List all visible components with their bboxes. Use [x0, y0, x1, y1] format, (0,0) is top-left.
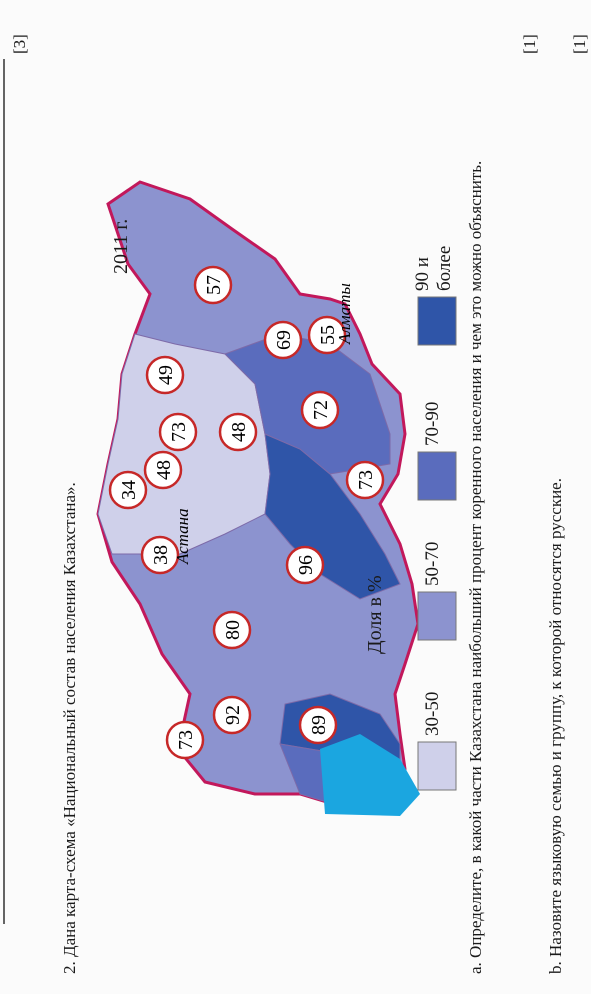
- region-value: 48: [153, 460, 175, 480]
- region-value: 73: [355, 470, 377, 490]
- score: [3]: [10, 34, 29, 54]
- region-badge: [285, 545, 325, 585]
- region-badge: [307, 315, 347, 355]
- legend-swatch: [417, 741, 457, 791]
- score: [1]: [570, 34, 589, 54]
- region-value: 80: [222, 620, 244, 640]
- region-badge: [108, 470, 148, 510]
- part-a: а. Определите, в какой части Казахстана …: [466, 160, 485, 974]
- map-year: 2011 г.: [110, 218, 132, 274]
- legend-label: 50-70: [422, 541, 443, 586]
- region-value: 49: [155, 365, 177, 385]
- region-badge: [263, 320, 303, 360]
- region-badge: [298, 705, 338, 745]
- legend-swatch: [417, 451, 457, 501]
- score: [1]: [520, 34, 539, 54]
- region-value: 55: [317, 325, 339, 345]
- region-badge: [158, 412, 198, 452]
- region-value: 89: [308, 715, 330, 735]
- city-label: Алматы: [335, 283, 354, 345]
- region-badge: [345, 460, 385, 500]
- legend-title: Доля в %: [364, 575, 386, 654]
- region-value: 34: [118, 480, 140, 500]
- region-value: 73: [168, 422, 190, 442]
- region-value: 69: [273, 330, 295, 350]
- region-value: 96: [295, 555, 317, 575]
- region-badge: [165, 720, 205, 760]
- part-b: b. Назовите языковую семью и группу, к к…: [546, 478, 565, 974]
- legend-label: 70-90: [422, 401, 443, 446]
- legend-label: 30-50: [422, 691, 443, 736]
- question-title: 2. Дана карта-схема «Национальный состав…: [60, 482, 79, 974]
- region-badge: [300, 390, 340, 430]
- region-badge: [145, 355, 185, 395]
- city-label: Астана: [173, 508, 192, 565]
- region-badge: [143, 450, 183, 490]
- region-value: 57: [203, 275, 225, 295]
- region-badge: [212, 610, 252, 650]
- region-value: 73: [175, 730, 197, 750]
- region-value: 92: [222, 705, 244, 725]
- region-value: 72: [310, 400, 332, 420]
- region-badge: [193, 265, 233, 305]
- legend-swatch: [417, 296, 457, 346]
- region-badge: [218, 412, 258, 452]
- region-value: 38: [150, 545, 172, 565]
- region-badge: [140, 535, 180, 575]
- map-regions: [96, 180, 420, 816]
- legend-label: 90 и более: [412, 245, 455, 291]
- region-value: 48: [228, 422, 250, 442]
- region-badge: [212, 695, 252, 735]
- legend-swatch: [417, 591, 457, 641]
